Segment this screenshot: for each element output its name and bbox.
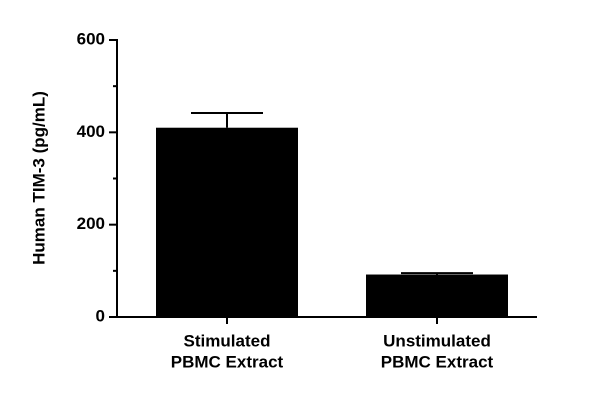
y-tick-label: 400: [77, 122, 105, 141]
x-tick-label: Stimulated: [184, 331, 271, 350]
y-axis-label: Human TIM-3 (pg/mL): [29, 91, 48, 265]
y-tick-label: 0: [96, 306, 105, 325]
x-tick-label: Unstimulated: [383, 331, 491, 350]
bar: [156, 127, 298, 317]
bar: [366, 274, 508, 317]
x-tick-label: PBMC Extract: [171, 352, 284, 371]
y-tick-label: 200: [77, 214, 105, 233]
y-tick-label: 600: [77, 29, 105, 48]
x-tick-label: PBMC Extract: [381, 352, 494, 371]
